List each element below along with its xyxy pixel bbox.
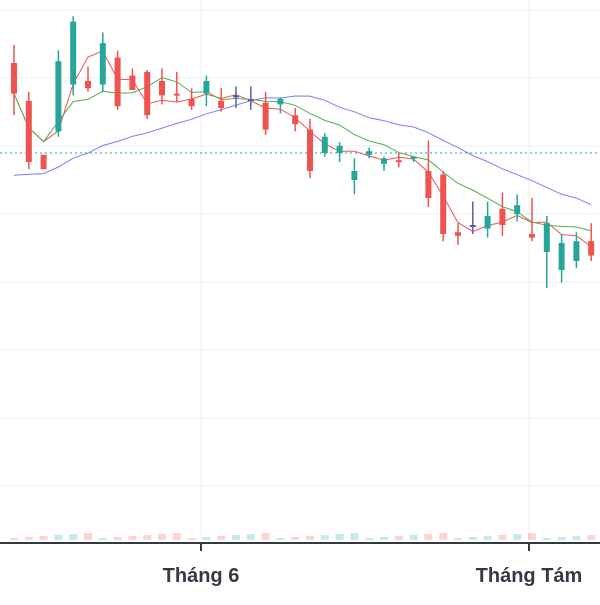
candle-body-9	[144, 72, 151, 116]
volume-bar-30	[454, 538, 462, 540]
candle-body-36	[543, 223, 550, 252]
moving-averages	[13, 50, 592, 248]
candle-body-32	[484, 216, 491, 229]
volume-bar-39	[587, 535, 596, 540]
volume-bar-32	[483, 536, 492, 540]
ma-line-short	[13, 50, 592, 248]
candle-body-35	[529, 234, 535, 238]
volume-bar-1	[24, 537, 33, 540]
volume-bar-20	[306, 536, 314, 540]
x-tick-label-0: Tháng 6	[163, 565, 240, 587]
volume-bar-7	[113, 537, 122, 540]
candle-body-0	[11, 63, 17, 94]
candle-body-27	[410, 156, 417, 159]
candle-body-29	[440, 174, 447, 234]
volume-bars	[10, 533, 596, 540]
candle-body-7	[114, 57, 121, 107]
candle-body-23	[351, 171, 358, 180]
candle-body-16	[247, 99, 254, 101]
volume-bar-10	[158, 534, 166, 540]
volume-bar-3	[54, 535, 63, 540]
volume-bar-17	[261, 533, 270, 540]
ma-line-long	[13, 95, 592, 206]
volume-bar-29	[439, 533, 448, 540]
volume-bar-8	[128, 536, 137, 540]
volume-bar-16	[246, 534, 255, 540]
candle-body-24	[366, 151, 373, 155]
candle-body-33	[499, 208, 506, 225]
candle-body-15	[233, 95, 239, 98]
candle-body-30	[455, 232, 461, 236]
volume-bar-11	[172, 533, 181, 540]
volume-bar-27	[409, 535, 418, 540]
candle-body-34	[514, 205, 521, 215]
volume-bar-14	[217, 536, 226, 540]
candle-body-37	[558, 243, 565, 270]
volume-bar-26	[394, 536, 403, 540]
candle-body-28	[425, 171, 432, 198]
volume-bar-37	[557, 537, 566, 540]
volume-bar-12	[187, 538, 196, 540]
candle-body-13	[203, 81, 210, 94]
candle-body-11	[173, 93, 180, 96]
volume-bar-28	[424, 534, 433, 540]
candles	[11, 16, 595, 288]
volume-bar-22	[335, 534, 344, 540]
volume-bar-25	[380, 537, 388, 540]
candle-body-25	[381, 158, 387, 164]
ma-line-mid	[13, 77, 592, 232]
volume-bar-24	[365, 538, 374, 540]
candle-body-2	[40, 154, 47, 170]
volume-bar-23	[350, 533, 359, 540]
candle-body-38	[573, 241, 580, 261]
candle-body-4	[70, 21, 77, 85]
candle-body-14	[218, 100, 225, 108]
x-axis: Tháng 6 Tháng Tám	[0, 542, 600, 587]
x-tick-label-1: Tháng Tám	[476, 565, 583, 587]
candle-body-20	[307, 129, 313, 171]
volume-bar-15	[232, 535, 240, 540]
candle-body-26	[395, 160, 402, 163]
candle-body-3	[55, 61, 62, 132]
candle-body-5	[85, 81, 91, 89]
candle-body-21	[321, 136, 328, 153]
candle-body-31	[469, 225, 476, 227]
candle-body-6	[99, 43, 106, 85]
volume-bar-19	[291, 537, 300, 540]
candle-body-17	[262, 102, 269, 130]
candle-body-8	[129, 75, 136, 90]
volume-bar-31	[468, 537, 477, 540]
volume-bar-5	[84, 533, 92, 540]
candle-body-10	[159, 81, 165, 96]
candle-body-19	[292, 115, 299, 125]
candle-body-1	[25, 100, 32, 162]
candle-body-22	[336, 145, 343, 153]
volume-bar-13	[202, 537, 211, 540]
volume-bar-18	[276, 538, 285, 540]
volume-bar-6	[98, 538, 107, 540]
candle-body-12	[188, 99, 195, 107]
candle-body-18	[277, 99, 284, 105]
volume-bar-0	[10, 538, 18, 540]
volume-bar-4	[69, 534, 78, 540]
volume-bar-2	[39, 536, 48, 540]
volume-bar-9	[143, 535, 152, 540]
volume-bar-21	[320, 535, 329, 540]
volume-bar-35	[528, 533, 536, 540]
volume-bar-34	[513, 534, 522, 540]
volume-bar-36	[542, 538, 551, 540]
volume-bar-33	[498, 535, 507, 540]
volume-bar-38	[572, 536, 581, 540]
candle-body-39	[588, 241, 595, 256]
